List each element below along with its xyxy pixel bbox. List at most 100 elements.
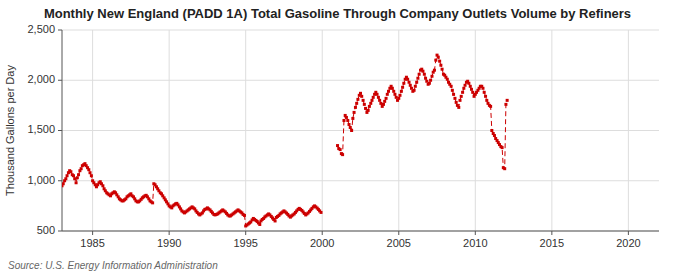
marker [339, 148, 342, 151]
marker [72, 174, 75, 177]
marker [348, 123, 351, 126]
marker [368, 105, 371, 108]
source: Source: U.S. Energy Information Administ… [8, 260, 218, 271]
marker [69, 170, 72, 173]
marker [369, 102, 372, 105]
tick-mark [169, 231, 170, 235]
grid [62, 30, 659, 231]
grid-line [628, 30, 629, 231]
marker [409, 84, 412, 87]
marker [379, 102, 382, 105]
marker [87, 168, 90, 171]
marker [501, 146, 504, 149]
marker [372, 96, 375, 99]
tick-label: 2,500 [27, 23, 55, 35]
marker [360, 95, 363, 98]
tick-mark [245, 231, 246, 235]
marker [438, 60, 441, 63]
marker [433, 69, 436, 72]
marker [363, 103, 366, 106]
marker [401, 86, 404, 89]
marker [75, 181, 78, 184]
marker [243, 214, 246, 217]
marker [355, 102, 358, 105]
marker [386, 93, 389, 96]
marker [73, 177, 76, 180]
tick-mark [92, 231, 93, 235]
tick-label: 1,000 [27, 174, 55, 186]
marker [413, 89, 416, 92]
series [62, 162, 323, 227]
marker [362, 99, 365, 102]
marker [416, 77, 419, 80]
grid-line [62, 80, 659, 81]
grid-line [322, 30, 323, 231]
marker [450, 85, 453, 88]
marker [90, 174, 93, 177]
tick-mark [58, 231, 62, 232]
grid-line [551, 30, 552, 231]
tick-label: 1985 [80, 237, 104, 249]
tick-mark [58, 30, 62, 31]
tick-label: 2000 [310, 237, 334, 249]
marker [408, 81, 411, 84]
axes: 5001,0001,5002,0002,50019851990199520002… [27, 23, 659, 249]
grid-line [62, 130, 659, 131]
marker [391, 87, 394, 90]
marker [383, 100, 386, 103]
marker [464, 84, 467, 87]
marker [400, 90, 403, 93]
marker [64, 177, 67, 180]
marker [489, 105, 492, 108]
marker [359, 92, 362, 95]
grid-line [169, 30, 170, 231]
title: Monthly New England (PADD 1A) Total Gaso… [44, 6, 631, 21]
marker [471, 91, 474, 94]
marker [376, 93, 379, 96]
marker [506, 99, 509, 102]
marker [370, 99, 373, 102]
marker [395, 96, 398, 99]
marker [418, 73, 421, 76]
marker [385, 97, 388, 100]
tick-label: 2005 [387, 237, 411, 249]
marker [353, 111, 356, 114]
tick-label: 1990 [157, 237, 181, 249]
marker [469, 85, 472, 88]
grid-line [62, 30, 659, 31]
marker [350, 129, 353, 132]
marker [460, 95, 463, 98]
marker [89, 171, 92, 174]
marker [429, 79, 432, 82]
marker [504, 103, 507, 106]
grid-line [92, 30, 93, 231]
marker [392, 90, 395, 93]
marker [439, 64, 442, 67]
tick-label: 2010 [463, 237, 487, 249]
marker [452, 93, 455, 96]
tick-mark [551, 231, 552, 235]
marker [354, 106, 357, 109]
marker [151, 201, 154, 204]
marker [367, 109, 370, 112]
plot-area [62, 54, 509, 228]
grid-line [62, 180, 659, 181]
marker [414, 85, 417, 88]
x-axis-line [62, 231, 659, 232]
marker [423, 73, 426, 76]
line [338, 55, 508, 169]
marker [274, 219, 277, 222]
marker [451, 89, 454, 92]
marker [484, 95, 487, 98]
tick-mark [398, 231, 399, 235]
marker [415, 81, 418, 84]
marker [461, 91, 464, 94]
marker [437, 56, 440, 59]
marker [503, 167, 506, 170]
tick-label: 2015 [540, 237, 564, 249]
marker [425, 80, 428, 83]
marker [349, 126, 352, 129]
tick-mark [58, 80, 62, 81]
marker [101, 184, 104, 187]
marker [470, 88, 473, 91]
